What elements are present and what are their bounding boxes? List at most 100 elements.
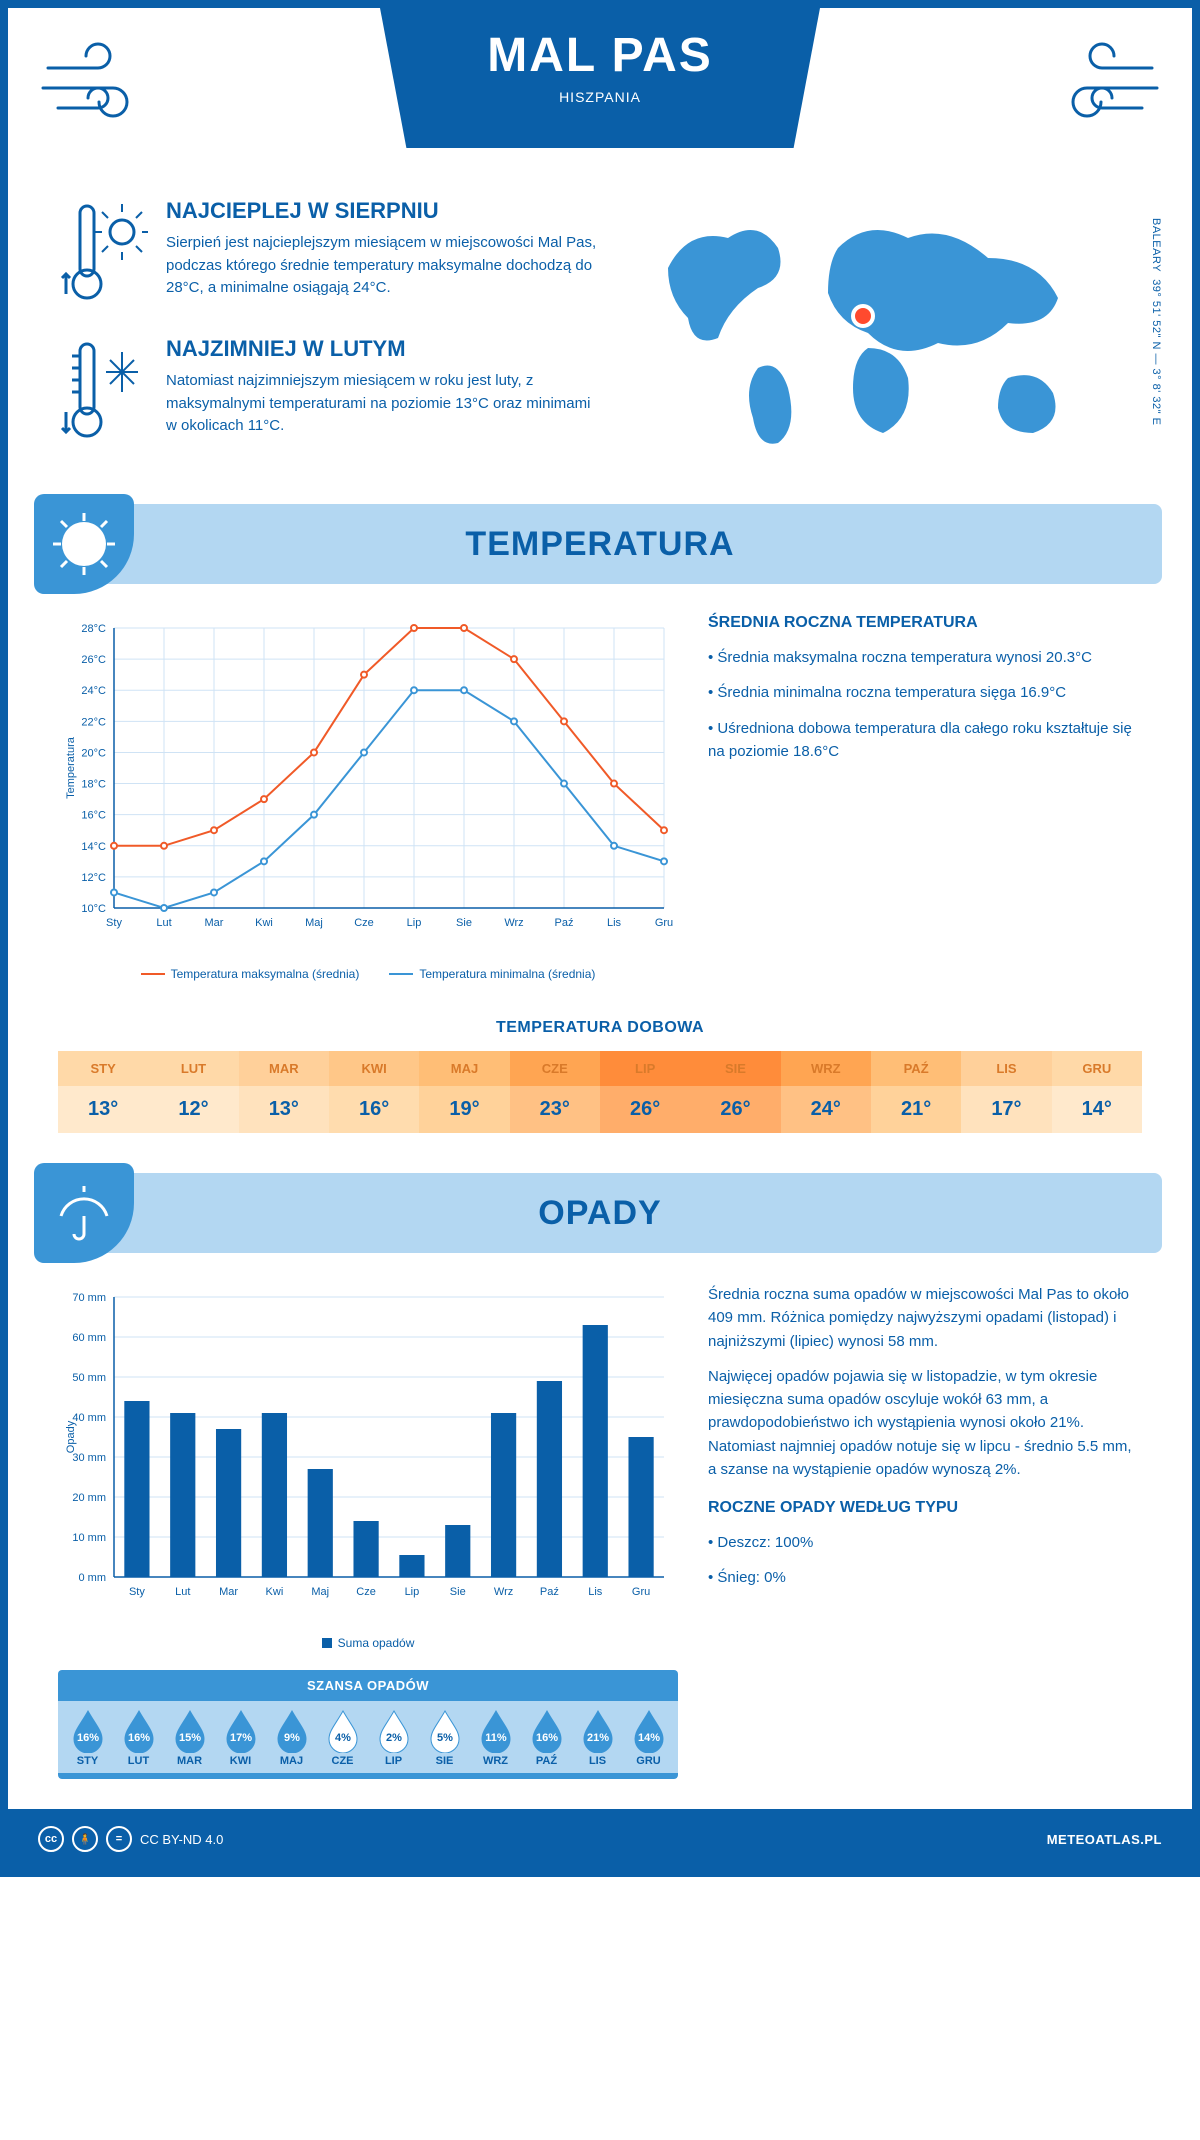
header: MAL PAS HISZPANIA [8, 8, 1192, 188]
chance-cell: 21% LIS [572, 1709, 623, 1767]
hottest-title: NAJCIEPLEJ W SIERPNIU [166, 198, 598, 224]
svg-text:18°C: 18°C [81, 779, 106, 791]
daily-temp-cell: PAŹ 21° [871, 1051, 961, 1133]
svg-text:20 mm: 20 mm [72, 1492, 106, 1504]
svg-text:2%: 2% [386, 1732, 402, 1744]
temperature-section-header: TEMPERATURA [38, 504, 1162, 584]
daily-temp-cell: LIP 26° [600, 1051, 690, 1133]
chance-cell: 4% CZE [317, 1709, 368, 1767]
umbrella-icon [34, 1163, 134, 1263]
wind-icon-left [38, 38, 158, 133]
site-name: METEOATLAS.PL [1047, 1832, 1162, 1847]
svg-text:Lis: Lis [607, 917, 622, 929]
location-title: MAL PAS [380, 28, 820, 83]
daily-temp-cell: CZE 23° [510, 1051, 600, 1133]
chance-cell: 15% MAR [164, 1709, 215, 1767]
daily-temp-cell: SIE 26° [690, 1051, 780, 1133]
svg-text:9%: 9% [284, 1732, 300, 1744]
license-block: cc 🧍 = CC BY-ND 4.0 [38, 1826, 223, 1852]
svg-text:Sty: Sty [106, 917, 122, 929]
svg-text:11%: 11% [485, 1732, 507, 1744]
chance-cell: 5% SIE [419, 1709, 470, 1767]
hottest-text: Sierpień jest najcieplejszym miesiącem w… [166, 232, 598, 300]
temperature-chart-container: 10°C12°C14°C16°C18°C20°C22°C24°C26°C28°C… [58, 614, 678, 981]
precip-chance-row: 16% STY 16% LUT 15% MAR 17% KWI 9% MAJ 4… [58, 1701, 678, 1773]
chance-cell: 14% GRU [623, 1709, 674, 1767]
precip-chart-container: 0 mm 10 mm 20 mm 30 mm 40 mm 50 mm 60 mm 70 mm S… [58, 1283, 678, 1779]
chance-cell: 11% WRZ [470, 1709, 521, 1767]
svg-text:70 mm: 70 mm [72, 1292, 106, 1304]
precip-legend: Suma opadów [58, 1636, 678, 1650]
svg-text:28°C: 28°C [81, 623, 106, 635]
temperature-summary: ŚREDNIA ROCZNA TEMPERATURA • Średnia mak… [708, 614, 1142, 981]
svg-text:Maj: Maj [305, 917, 323, 929]
svg-text:Mar: Mar [219, 1586, 238, 1598]
svg-text:Kwi: Kwi [255, 917, 273, 929]
svg-text:Lut: Lut [156, 917, 171, 929]
daily-temp-cell: GRU 14° [1052, 1051, 1142, 1133]
svg-text:14°C: 14°C [81, 841, 106, 853]
svg-text:16%: 16% [76, 1732, 98, 1744]
coldest-text: Natomiast najzimniejszym miesiącem w rok… [166, 370, 598, 438]
svg-text:50 mm: 50 mm [72, 1372, 106, 1384]
nd-icon: = [106, 1826, 132, 1852]
svg-text:15%: 15% [178, 1732, 200, 1744]
daily-temp-cell: KWI 16° [329, 1051, 419, 1133]
cc-icon: cc [38, 1826, 64, 1852]
page: MAL PAS HISZPANIA NAJCIEPLEJ W SIERPNIU … [0, 0, 1200, 1877]
svg-text:26°C: 26°C [81, 654, 106, 666]
daily-temp-cell: WRZ 24° [781, 1051, 871, 1133]
svg-text:Cze: Cze [356, 1586, 376, 1598]
daily-temp-cell: MAR 13° [239, 1051, 329, 1133]
precip-type-bullet: • Śnieg: 0% [708, 1566, 1142, 1589]
svg-text:Lip: Lip [407, 917, 422, 929]
svg-text:20°C: 20°C [81, 747, 106, 759]
coldest-title: NAJZIMNIEJ W LUTYM [166, 336, 598, 362]
legend-item: Temperatura maksymalna (średnia) [141, 967, 360, 981]
chance-cell: 9% MAJ [266, 1709, 317, 1767]
svg-text:Lut: Lut [175, 1586, 190, 1598]
precip-chance-box: SZANSA OPADÓW 16% STY 16% LUT 15% MAR 17… [58, 1670, 678, 1779]
temperature-row: 10°C12°C14°C16°C18°C20°C22°C24°C26°C28°C… [8, 614, 1192, 1011]
precip-paragraph: Średnia roczna suma opadów w miejscowośc… [708, 1283, 1142, 1353]
svg-text:Sie: Sie [450, 1586, 466, 1598]
svg-text:Wrz: Wrz [494, 1586, 513, 1598]
svg-text:30 mm: 30 mm [72, 1452, 106, 1464]
svg-text:10 mm: 10 mm [72, 1532, 106, 1544]
hottest-block: NAJCIEPLEJ W SIERPNIU Sierpień jest najc… [58, 198, 598, 308]
daily-temp-cell: STY 13° [58, 1051, 148, 1133]
precip-type-bullet: • Deszcz: 100% [708, 1531, 1142, 1554]
svg-text:Sie: Sie [456, 917, 472, 929]
svg-text:Paź: Paź [540, 1586, 559, 1598]
coordinates-label: BALEARY 39° 51' 52" N — 3° 8' 32" E [1150, 218, 1162, 425]
svg-text:Cze: Cze [354, 917, 374, 929]
thermometer-sun-icon [58, 198, 148, 308]
chance-cell: 16% STY [62, 1709, 113, 1767]
chance-cell: 16% PAŹ [521, 1709, 572, 1767]
footer: cc 🧍 = CC BY-ND 4.0 METEOATLAS.PL [8, 1809, 1192, 1869]
precip-section-header: OPADY [38, 1173, 1162, 1253]
svg-text:10°C: 10°C [81, 903, 106, 915]
precipitation-bar-chart: 0 mm 10 mm 20 mm 30 mm 40 mm 50 mm 60 mm 70 mm S… [58, 1283, 678, 1623]
svg-text:40 mm: 40 mm [72, 1412, 106, 1424]
svg-text:5%: 5% [437, 1732, 453, 1744]
svg-text:60 mm: 60 mm [72, 1332, 106, 1344]
svg-text:4%: 4% [335, 1732, 351, 1744]
svg-text:16%: 16% [535, 1732, 557, 1744]
map-column: BALEARY 39° 51' 52" N — 3° 8' 32" E [628, 198, 1142, 474]
world-map-icon [628, 198, 1108, 458]
svg-text:16°C: 16°C [81, 810, 106, 822]
svg-text:Sty: Sty [129, 1586, 145, 1598]
legend-item: Temperatura minimalna (średnia) [389, 967, 595, 981]
svg-text:Lip: Lip [405, 1586, 420, 1598]
chance-cell: 2% LIP [368, 1709, 419, 1767]
title-banner: MAL PAS HISZPANIA [380, 8, 820, 148]
intro-section: NAJCIEPLEJ W SIERPNIU Sierpień jest najc… [8, 188, 1192, 504]
by-icon: 🧍 [72, 1826, 98, 1852]
svg-text:21%: 21% [586, 1732, 608, 1744]
svg-text:12°C: 12°C [81, 872, 106, 884]
svg-text:24°C: 24°C [81, 685, 106, 697]
svg-text:0 mm: 0 mm [79, 1572, 107, 1584]
svg-text:Lis: Lis [588, 1586, 603, 1598]
temperature-title: TEMPERATURA [38, 525, 1162, 564]
